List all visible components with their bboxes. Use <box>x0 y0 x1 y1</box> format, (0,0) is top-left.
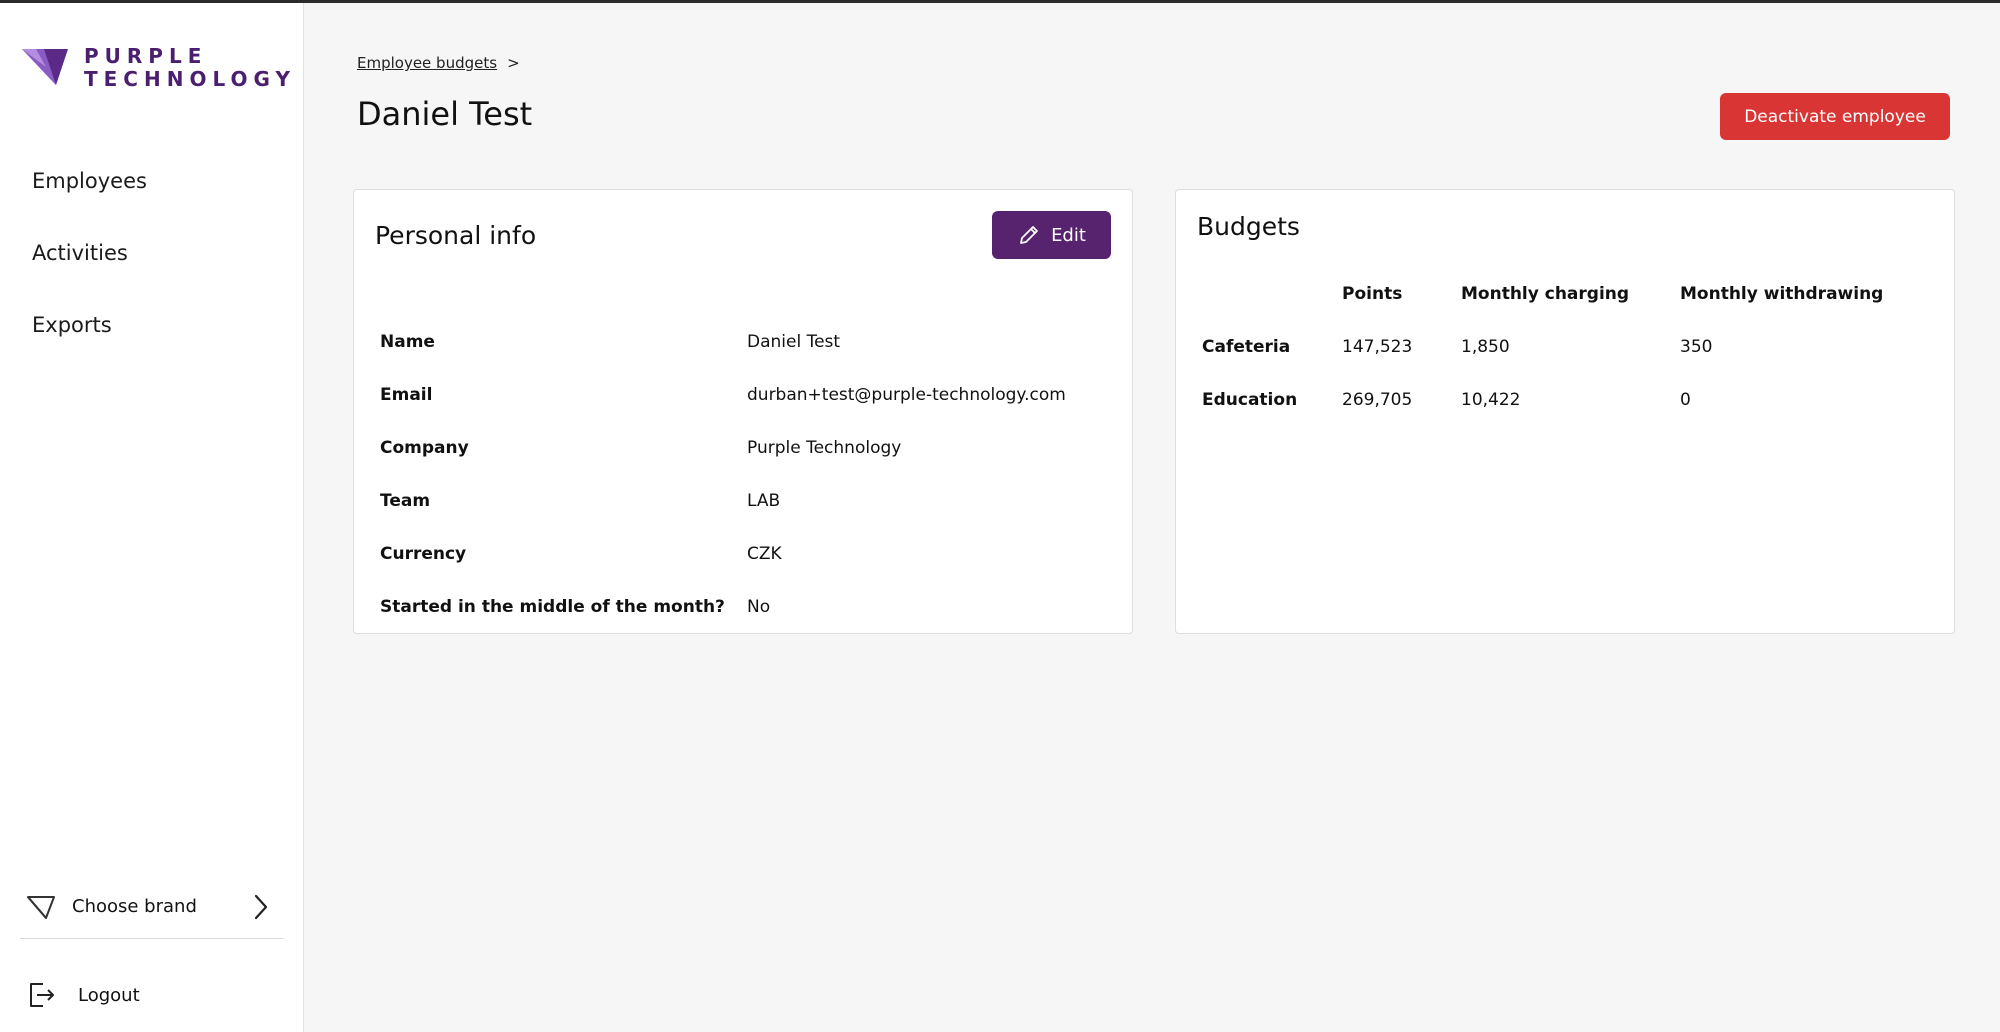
table-row: Cafeteria 147,523 1,850 350 <box>1202 320 1910 373</box>
column-header-points: Points <box>1342 284 1403 304</box>
info-value: durban+test@purple-technology.com <box>747 384 1066 405</box>
info-value: Daniel Test <box>747 331 841 352</box>
column-header-monthly-charging: Monthly charging <box>1461 284 1630 304</box>
info-row-started-mid-month: Started in the middle of the month? No <box>380 580 1110 633</box>
budgets-header-row: Points Monthly charging Monthly withdraw… <box>1202 268 1910 320</box>
logo-text-line1: PURPLE <box>84 44 208 68</box>
sidebar-item-activities[interactable]: Activities <box>32 241 128 265</box>
budget-monthly-withdrawing: 350 <box>1680 336 1713 357</box>
budget-category: Cafeteria <box>1202 336 1291 357</box>
breadcrumb-employee-budgets-link[interactable]: Employee budgets <box>357 54 498 72</box>
breadcrumb-separator: > <box>507 54 520 72</box>
page-title: Daniel Test <box>357 95 533 133</box>
info-key: Email <box>380 384 433 405</box>
budget-monthly-charging: 1,850 <box>1461 336 1510 357</box>
purple-technology-logo-icon <box>22 49 68 85</box>
info-value: No <box>747 596 771 617</box>
budget-points: 147,523 <box>1342 336 1413 357</box>
deactivate-employee-button[interactable]: Deactivate employee <box>1720 93 1950 140</box>
brand-logo-outline-icon <box>27 895 55 919</box>
info-row-company: Company Purple Technology <box>380 421 1110 474</box>
edit-label: Edit <box>1051 224 1086 246</box>
info-key: Currency <box>380 543 467 564</box>
info-key: Team <box>380 490 431 511</box>
logout-icon <box>30 983 54 1007</box>
sidebar-item-employees[interactable]: Employees <box>32 169 147 193</box>
info-value: LAB <box>747 490 781 511</box>
budgets-table: Points Monthly charging Monthly withdraw… <box>1202 268 1910 426</box>
chevron-right-icon <box>254 894 268 919</box>
info-key: Company <box>380 437 469 458</box>
sidebar-nav: Employees Activities Exports <box>0 153 303 369</box>
budgets-title: Budgets <box>1197 212 1300 241</box>
sidebar: PURPLE TECHNOLOGY Employees Activities E… <box>0 3 304 1032</box>
main-content: Employee budgets > Daniel Test Deactivate… <box>304 3 2000 1032</box>
choose-brand-label: Choose brand <box>72 896 197 917</box>
info-row-name: Name Daniel Test <box>380 315 1110 368</box>
sidebar-item-exports[interactable]: Exports <box>32 313 112 337</box>
pencil-icon <box>1020 226 1038 244</box>
logout-label: Logout <box>78 984 140 1006</box>
budget-category: Education <box>1202 389 1298 410</box>
info-value: CZK <box>747 543 782 564</box>
logout-button[interactable]: Logout <box>20 971 283 1019</box>
personal-info-table: Name Daniel Test Email durban+test@purpl… <box>380 315 1110 633</box>
info-row-email: Email durban+test@purple-technology.com <box>380 368 1110 421</box>
personal-info-card: Personal info Edit Name Daniel Test Emai… <box>353 189 1133 634</box>
personal-info-title: Personal info <box>375 221 537 250</box>
info-row-currency: Currency CZK <box>380 527 1110 580</box>
breadcrumb: Employee budgets > <box>357 54 520 72</box>
brand-logo[interactable]: PURPLE TECHNOLOGY <box>22 45 296 91</box>
budget-monthly-charging: 10,422 <box>1461 389 1521 410</box>
info-value: Purple Technology <box>747 437 902 458</box>
column-header-category <box>1202 268 1342 320</box>
column-header-monthly-withdrawing: Monthly withdrawing <box>1680 284 1884 304</box>
budget-monthly-withdrawing: 0 <box>1680 389 1691 410</box>
logo-text-line2: TECHNOLOGY <box>84 67 296 91</box>
info-row-team: Team LAB <box>380 474 1110 527</box>
budget-points: 269,705 <box>1342 389 1413 410</box>
table-row: Education 269,705 10,422 0 <box>1202 373 1910 426</box>
info-key: Name <box>380 331 435 352</box>
budgets-card: Budgets Points Monthly charging Monthly … <box>1175 189 1955 634</box>
choose-brand-button[interactable]: Choose brand <box>20 883 283 939</box>
edit-button[interactable]: Edit <box>992 211 1111 259</box>
info-key: Started in the middle of the month? <box>380 596 725 617</box>
